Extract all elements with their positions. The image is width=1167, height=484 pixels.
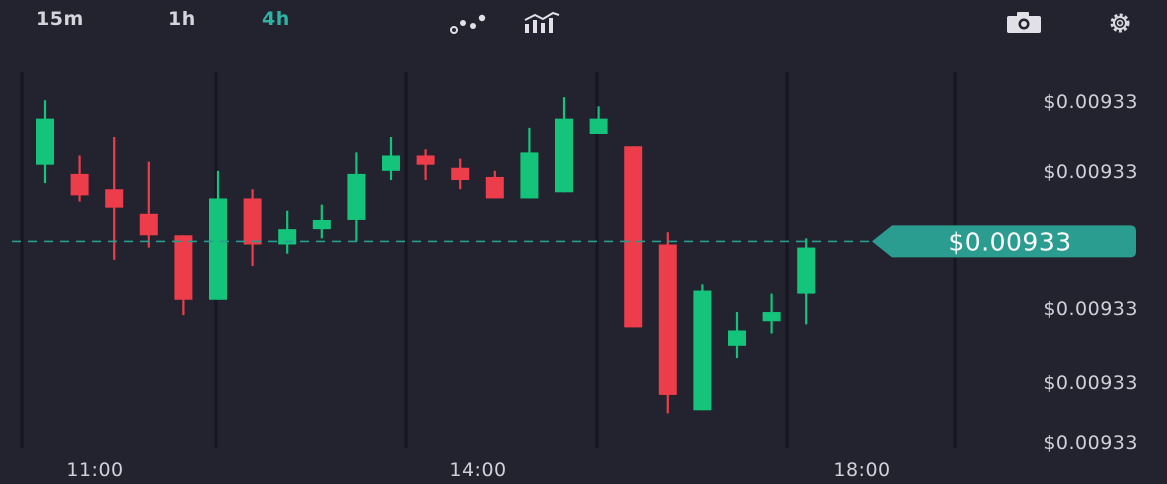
candle[interactable] xyxy=(174,235,193,300)
candle[interactable] xyxy=(728,330,746,346)
candle[interactable] xyxy=(485,176,504,199)
candle[interactable] xyxy=(209,198,227,300)
camera-icon[interactable] xyxy=(1005,10,1041,36)
y-axis-tick-label: $0.00933 xyxy=(1043,372,1138,394)
candle[interactable] xyxy=(139,213,158,236)
y-axis-tick-label: $0.00933 xyxy=(1043,298,1138,320)
candle[interactable] xyxy=(555,118,573,193)
chart-type-icon[interactable] xyxy=(522,10,560,36)
candle[interactable] xyxy=(451,167,470,181)
y-axis-tick-label: $0.00933 xyxy=(1043,91,1138,113)
y-axis-tick-label: $0.00933 xyxy=(1043,161,1138,183)
x-axis-tick-label: 14:00 xyxy=(449,459,506,481)
candle[interactable] xyxy=(416,155,435,165)
x-axis-tick-label: 11:00 xyxy=(66,459,123,481)
indicators-icon[interactable] xyxy=(448,10,486,36)
candle[interactable] xyxy=(693,290,712,411)
candle[interactable] xyxy=(105,189,124,208)
timeframe-15m[interactable]: 15m xyxy=(36,8,84,30)
candle[interactable] xyxy=(70,173,89,196)
candle[interactable] xyxy=(589,118,608,134)
timeframe-toolbar: 15m 1h 4h xyxy=(0,0,1167,46)
y-axis-tick-label: $0.00933 xyxy=(1043,432,1138,454)
x-axis-tick-label: 18:00 xyxy=(833,459,890,481)
last-price-tag xyxy=(872,225,1136,258)
candle[interactable] xyxy=(624,146,643,328)
timeframe-4h[interactable]: 4h xyxy=(262,8,290,30)
timeframe-1h[interactable]: 1h xyxy=(168,8,196,30)
candle[interactable] xyxy=(520,152,539,199)
last-price-label: $0.00933 xyxy=(948,227,1071,256)
candle[interactable] xyxy=(312,219,331,230)
candle[interactable] xyxy=(347,173,366,220)
candle[interactable] xyxy=(797,247,816,294)
candle[interactable] xyxy=(658,244,677,395)
candle[interactable] xyxy=(382,155,400,171)
candle[interactable] xyxy=(243,198,262,245)
settings-icon[interactable] xyxy=(1100,10,1136,36)
candle[interactable] xyxy=(36,118,54,165)
candle[interactable] xyxy=(762,312,781,322)
